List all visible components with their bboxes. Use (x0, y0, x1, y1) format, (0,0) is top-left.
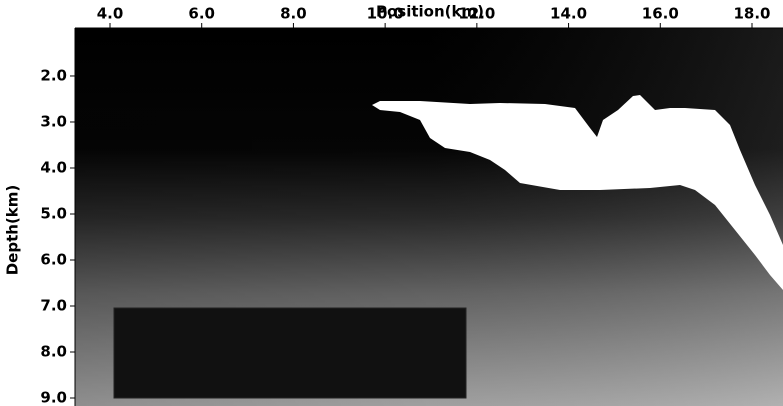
y-tick-label: 6.0 (40, 250, 67, 268)
x-tick-label: 4.0 (97, 5, 124, 23)
y-tick-label: 4.0 (40, 158, 67, 176)
y-tick-label: 9.0 (40, 388, 67, 406)
y-tick-label: 2.0 (40, 66, 67, 84)
y-tick-label: 8.0 (40, 342, 67, 360)
x-axis-label: Position(km) (376, 3, 484, 21)
y-tick-label: 3.0 (40, 112, 67, 130)
salt-body (372, 95, 783, 290)
x-tick-label: 8.0 (280, 5, 307, 23)
y-tick-label: 7.0 (40, 296, 67, 314)
x-tick-label: 12.0 (458, 5, 495, 23)
image (75, 28, 783, 406)
x-tick-label: 18.0 (733, 5, 770, 23)
x-tick-label: 6.0 (188, 5, 215, 23)
y-axis-label: Depth(km) (4, 185, 22, 276)
x-tick-label: 16.0 (642, 5, 679, 23)
y-tick-label: 5.0 (40, 204, 67, 222)
x-tick-label: 14.0 (550, 5, 587, 23)
x-tick-label: 10.0 (367, 5, 404, 23)
masked-region (113, 307, 467, 399)
